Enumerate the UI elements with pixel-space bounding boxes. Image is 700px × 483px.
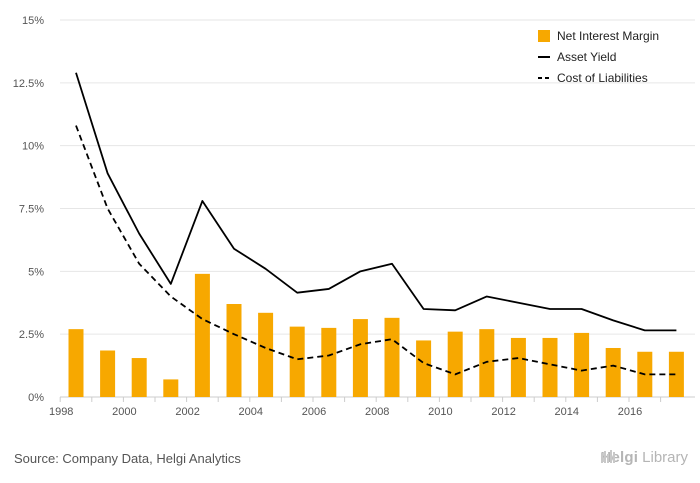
chart-svg: 0% 2.5% 5% 7.5% 10% 12.5% 15% 1998 2000 2002 2004 2…	[13, 15, 695, 418]
bar-net-interest-margin	[574, 332, 590, 397]
x-tick-label: 2016	[618, 406, 642, 418]
line-cost-of-liabilities	[75, 125, 677, 376]
bar-net-interest-margin	[668, 351, 684, 397]
bar-net-interest-margin	[416, 340, 432, 397]
y-tick-label: 2.5%	[19, 329, 44, 341]
brand-name-light: Library	[642, 449, 688, 466]
line-asset-yield	[75, 72, 677, 332]
bar-net-interest-margin	[194, 273, 210, 397]
brand-name-bold: Helgi	[600, 449, 639, 466]
bar-net-interest-margin	[100, 350, 116, 397]
library-logo-icon	[601, 450, 616, 463]
bar-net-interest-margin	[258, 312, 274, 397]
x-tick-label: 2004	[239, 406, 263, 418]
y-tick-label: 12.5%	[13, 78, 44, 90]
y-tick-label: 5%	[28, 266, 44, 278]
x-tick-label: 1998	[49, 406, 73, 418]
x-tick-label: 2010	[428, 406, 452, 418]
legend-swatch-bar	[538, 30, 550, 42]
bar-net-interest-margin	[68, 329, 84, 397]
brand-watermark: Helgi Library	[600, 449, 688, 466]
x-tick-label: 2008	[365, 406, 389, 418]
bar-net-interest-margin	[352, 319, 368, 397]
y-tick-label: 15%	[22, 15, 44, 27]
bar-net-interest-margin	[542, 337, 558, 397]
bar-net-interest-margin	[289, 326, 305, 397]
source-note: Source: Company Data, Helgi Analytics	[14, 451, 241, 466]
bar-net-interest-margin	[384, 317, 400, 397]
bar-net-interest-margin	[163, 379, 179, 397]
x-tick-label: 2002	[175, 406, 199, 418]
legend-label: Cost of Liabilities	[557, 71, 648, 85]
x-tick-label: 2006	[302, 406, 326, 418]
bar-net-interest-margin	[605, 347, 621, 397]
y-tick-label: 0%	[28, 392, 44, 404]
bar-net-interest-margin	[226, 304, 242, 397]
bar-net-interest-margin	[321, 327, 337, 397]
legend-label: Net Interest Margin	[557, 29, 659, 43]
x-tick-label: 2012	[491, 406, 515, 418]
bar-net-interest-margin	[479, 329, 495, 397]
y-tick-label: 10%	[22, 141, 44, 153]
y-tick-label: 7.5%	[19, 204, 44, 216]
x-tick-label: 2000	[112, 406, 136, 418]
bar-net-interest-margin	[131, 358, 147, 397]
x-tick-label: 2014	[555, 406, 579, 418]
bar-net-interest-margin	[510, 337, 526, 397]
bar-net-interest-margin	[447, 331, 463, 397]
legend-label: Asset Yield	[557, 50, 616, 64]
